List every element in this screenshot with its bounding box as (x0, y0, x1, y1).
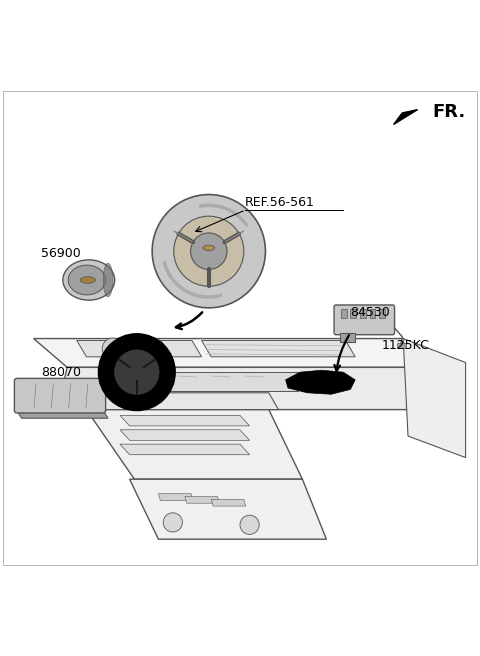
Text: 88070: 88070 (41, 366, 81, 379)
Circle shape (98, 334, 175, 411)
Polygon shape (17, 411, 108, 419)
Circle shape (240, 515, 259, 535)
Bar (341, 309, 347, 318)
Polygon shape (211, 499, 246, 506)
Bar (379, 309, 385, 318)
Circle shape (152, 195, 265, 308)
Polygon shape (120, 444, 250, 455)
FancyBboxPatch shape (14, 379, 106, 413)
Polygon shape (86, 409, 302, 479)
Ellipse shape (80, 277, 96, 283)
Polygon shape (403, 338, 466, 458)
Polygon shape (120, 415, 250, 426)
Polygon shape (34, 338, 442, 367)
Ellipse shape (63, 260, 115, 300)
Text: 1125KC: 1125KC (382, 339, 430, 352)
Polygon shape (130, 479, 326, 539)
Polygon shape (185, 497, 219, 503)
Text: 84530: 84530 (350, 306, 390, 319)
Ellipse shape (103, 263, 113, 297)
Bar (397, 343, 406, 348)
Bar (360, 309, 366, 318)
Polygon shape (286, 370, 355, 394)
Polygon shape (340, 333, 355, 342)
Ellipse shape (68, 265, 106, 295)
Polygon shape (58, 367, 442, 409)
Circle shape (115, 350, 159, 394)
Polygon shape (202, 340, 355, 357)
Circle shape (174, 216, 244, 286)
Text: FR.: FR. (432, 104, 465, 121)
Circle shape (143, 338, 164, 359)
Polygon shape (134, 372, 298, 392)
Polygon shape (77, 340, 202, 357)
Polygon shape (394, 110, 418, 125)
FancyBboxPatch shape (334, 305, 395, 335)
Bar (370, 309, 375, 318)
Circle shape (191, 233, 227, 270)
Polygon shape (158, 493, 193, 501)
Text: REF.56-561: REF.56-561 (245, 196, 315, 209)
Circle shape (163, 513, 182, 532)
Circle shape (102, 338, 123, 359)
Ellipse shape (203, 245, 215, 251)
Polygon shape (86, 393, 278, 409)
Bar (350, 309, 356, 318)
Polygon shape (120, 430, 250, 440)
Text: 56900: 56900 (41, 247, 81, 260)
